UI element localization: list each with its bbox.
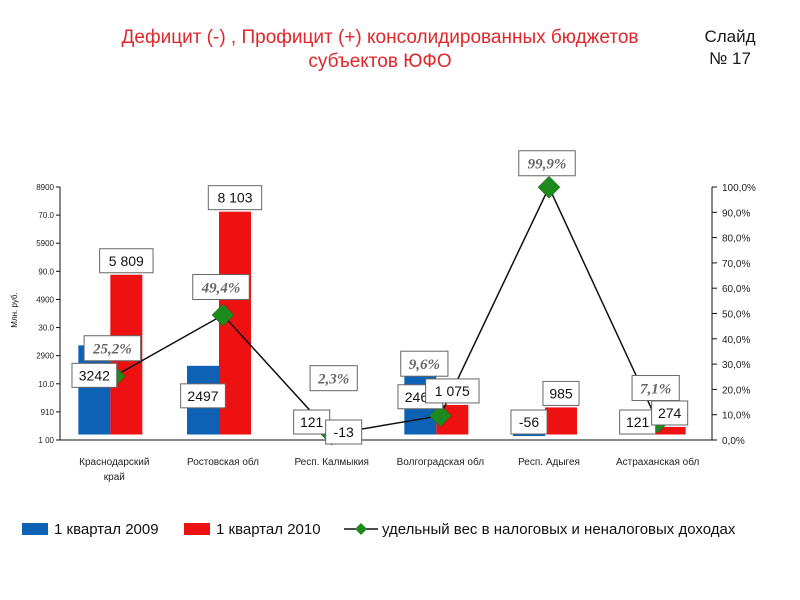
bar-value-label-2009-box [71, 362, 118, 388]
slide-number: Слайд № 17 [690, 26, 770, 70]
bar-value-label-2010-box [99, 248, 154, 274]
slide-number-value: № 17 [709, 49, 751, 68]
left-tick-label: 5900 [36, 239, 54, 248]
title-line-2: субъектов ЮФО [308, 51, 452, 72]
axes: 1 00 910 10.0 2900 30.0 4900 90.0 5900 70.0 8900 0… [36, 183, 756, 483]
bar-value-label-2010: 5 809 [109, 253, 144, 269]
right-tick-label: 0,0% [722, 436, 745, 447]
right-tick-label: 50,0% [722, 310, 750, 321]
category-label: Волгоградская обл [397, 456, 485, 468]
legend-item-share: удельный вес в налоговых и неналоговых д… [344, 518, 735, 540]
bar-value-label-2010: 8 103 [217, 190, 252, 206]
legend-item-2010: 1 квартал 2010 [184, 518, 321, 540]
legend-swatch-2010 [184, 523, 210, 535]
bar-value-label-2010-box [325, 419, 363, 445]
share-value-label-box [400, 350, 449, 377]
legend-line-marker [344, 523, 378, 535]
right-tick-label: 10,0% [722, 411, 750, 422]
share-point [211, 303, 235, 327]
share-value-label-box [631, 375, 680, 402]
share-value-label-box [518, 150, 576, 177]
share-value-label-box [192, 274, 250, 301]
bar-value-label-2010: 274 [658, 405, 682, 421]
bar-2010 [545, 407, 577, 435]
share-value-label-box [83, 335, 142, 362]
legend-label-share: удельный вес в налоговых и неналоговых д… [382, 520, 736, 538]
left-tick-label: 70.0 [38, 211, 54, 220]
bar-value-label-2009: 2497 [187, 388, 218, 404]
right-tick-label: 20,0% [722, 385, 750, 396]
bar-value-label-2009-box [510, 409, 548, 435]
left-tick-label: 8900 [36, 183, 54, 192]
bar-value-label-2009: 3242 [79, 367, 110, 383]
bar-value-label-2010-box [425, 378, 480, 404]
share-value-label: 9,6% [409, 357, 440, 373]
left-tick-label: 1 00 [38, 436, 54, 445]
bar-value-label-2010-box [207, 185, 263, 211]
share-value-label: 2,3% [317, 372, 349, 388]
left-tick-label: 90.0 [38, 267, 54, 276]
share-point [428, 404, 452, 428]
legend-label-2009: 1 квартал 2009 [54, 520, 159, 538]
bar-2010 [653, 426, 686, 435]
left-tick-label: 4900 [36, 295, 54, 304]
share-value-label: 7,1% [640, 381, 671, 397]
title-line-1: Дефицит (-) , Профицит (+) консолидирова… [121, 27, 639, 48]
share-point [537, 175, 561, 199]
share-line-path [113, 185, 659, 435]
chart-title: Дефицит (-) , Профицит (+) консолидирова… [60, 26, 700, 74]
bar-value-label-2010-box [542, 380, 580, 406]
category-label-line2: край [104, 472, 125, 483]
right-tick-label: 90,0% [722, 208, 750, 219]
bar-value-label-2009: 121 [300, 414, 324, 430]
right-tick-label: 70,0% [722, 259, 750, 270]
share-value-label: 25,2% [92, 342, 132, 358]
bar-value-label-2009-box [619, 409, 657, 435]
legend-item-2009: 1 квартал 2009 [22, 518, 159, 540]
category-label: Краснодарский [79, 457, 149, 468]
slide-label: Слайд [704, 27, 756, 46]
bar-value-label-2010: 1 075 [435, 383, 470, 399]
y-axis-label: Млн. руб. [10, 292, 19, 327]
right-tick-label: 40,0% [722, 335, 750, 346]
left-tick-label: 30.0 [38, 324, 54, 333]
left-tick-label: 2900 [36, 352, 54, 361]
right-tick-label: 100,0% [722, 183, 756, 194]
bar-value-label-2009-box [180, 383, 226, 409]
category-label: Респ. Адыгея [518, 457, 580, 468]
bar-value-label-2010: 985 [549, 385, 573, 401]
legend-label-2010: 1 квартал 2010 [216, 520, 321, 538]
category-label: Астраханская обл [616, 456, 700, 468]
share-value-label-box [309, 365, 358, 392]
category-label: Ростовская обл [187, 456, 259, 468]
legend-swatch-2009 [22, 523, 48, 535]
share-value-label: 99,9% [528, 157, 567, 173]
left-tick-label: 10.0 [38, 380, 54, 389]
bar-value-label-2010-box [651, 400, 689, 426]
bar-value-label-2009: 121 [626, 414, 650, 430]
bar-value-label-2009: -56 [519, 414, 539, 430]
bar-2009 [513, 434, 545, 437]
right-tick-label: 80,0% [722, 234, 750, 245]
bar-value-label-2010: -13 [334, 424, 354, 440]
category-label: Респ. Калмыкия [294, 457, 368, 468]
bars [78, 211, 686, 437]
share-value-label: 49,4% [201, 280, 241, 296]
right-tick-label: 30,0% [722, 360, 750, 371]
left-tick-label: 910 [41, 408, 55, 417]
right-tick-label: 60,0% [722, 284, 750, 295]
